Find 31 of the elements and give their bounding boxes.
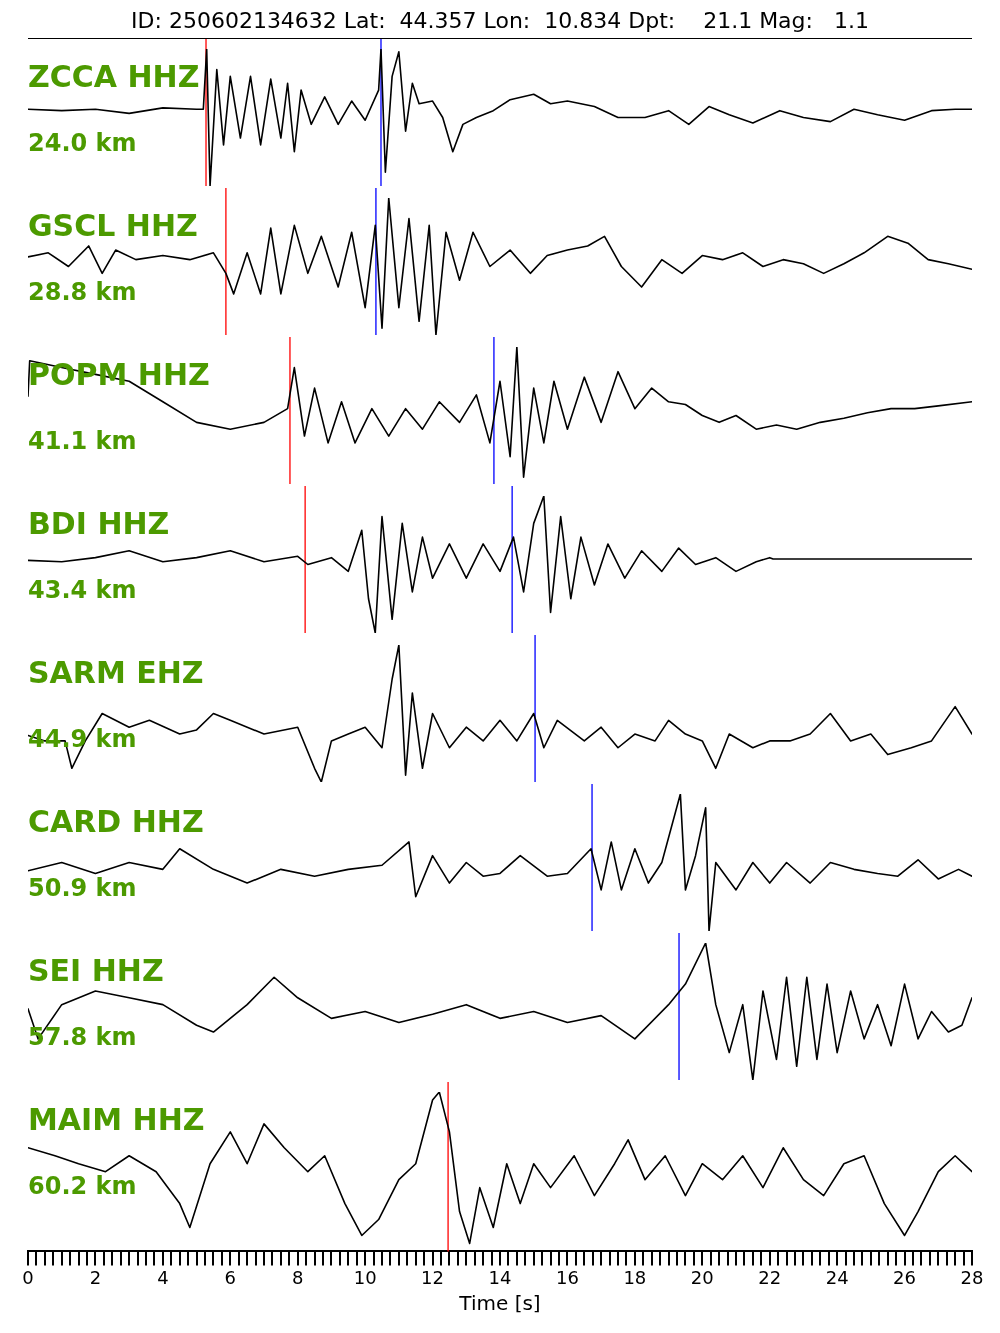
annotation: 60.2 km	[28, 1172, 137, 1200]
x-tick-label: 16	[555, 1266, 579, 1288]
x-tick-label: 12	[421, 1266, 445, 1288]
annotation: BDI HHZ	[28, 506, 170, 541]
x-tick-label: 6	[224, 1266, 237, 1288]
x-tick-label: 22	[758, 1266, 782, 1288]
x-tick-label: 8	[291, 1266, 304, 1288]
x-tick-label: 4	[157, 1266, 169, 1288]
annotation: 41.1 km	[28, 427, 137, 455]
annotation: 57.8 km	[28, 1023, 137, 1051]
annotation: MAIM HHZ	[28, 1102, 205, 1137]
annotation: SARM EHZ	[28, 655, 204, 690]
x-tick-label: 18	[623, 1266, 647, 1288]
x-tick-label: 24	[825, 1266, 849, 1288]
x-tick-label: 26	[893, 1266, 917, 1288]
x-tick-label: 28	[960, 1266, 984, 1288]
annotation: 28.8 km	[28, 278, 137, 306]
annotation: CARD HHZ	[28, 804, 204, 839]
annotation: 50.9 km	[28, 874, 137, 902]
annotation: SEI HHZ	[28, 953, 164, 988]
x-axis-title: Time [s]	[458, 1291, 541, 1316]
annotation: ZCCA HHZ	[28, 59, 200, 94]
x-tick-label: 14	[488, 1266, 512, 1288]
x-tick-label: 20	[690, 1266, 714, 1288]
annotation: 24.0 km	[28, 129, 137, 157]
x-tick-label: 2	[89, 1266, 102, 1288]
annotation: 43.4 km	[28, 576, 137, 604]
chart-title: ID: 250602134632 Lat: 44.357 Lon: 10.834 Dpt: 21.1 Mag: 1.1	[28, 0, 972, 39]
annotation: GSCL HHZ	[28, 208, 198, 243]
x-tick-label: 10	[353, 1266, 377, 1288]
x-tick-label: 0	[22, 1266, 34, 1288]
